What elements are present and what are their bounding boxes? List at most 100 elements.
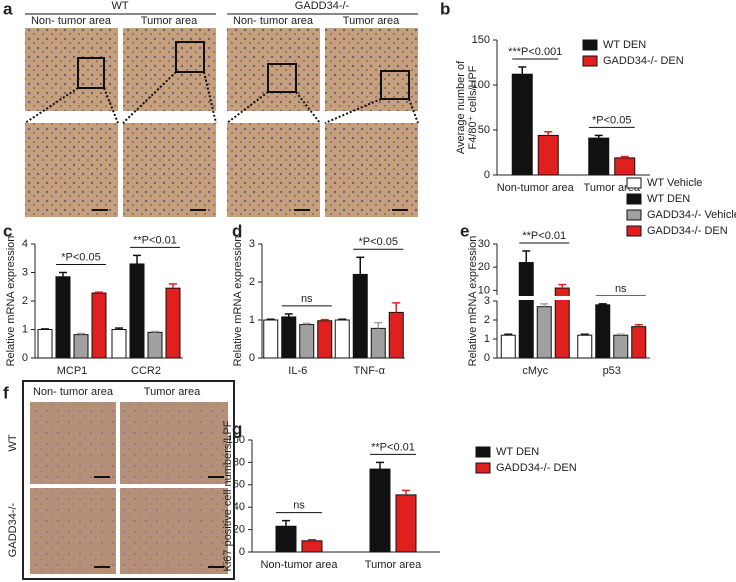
y-tick-label: 4 — [22, 238, 28, 250]
legend-label: WT DEN — [647, 193, 690, 205]
bar — [275, 525, 297, 553]
y-tick-label: 30 — [478, 238, 490, 250]
y-tick-label: 2 — [249, 276, 255, 288]
significance-label: *P<0.05 — [592, 114, 631, 126]
column-label: Non- tumor area — [233, 15, 314, 27]
panel-letter: a — [3, 0, 13, 18]
legend-swatch — [626, 193, 642, 205]
y-tick-label: 60 — [233, 479, 245, 491]
bar — [147, 331, 163, 359]
panel-letter: f — [3, 383, 9, 402]
column-label: Tumor area — [144, 386, 201, 398]
axis-break — [499, 296, 650, 300]
bar — [588, 137, 610, 176]
bar — [613, 334, 629, 359]
legend-label: WT DEN — [496, 446, 539, 458]
y-tick-label: 20 — [478, 261, 490, 273]
x-tick-label: IL-6 — [288, 365, 307, 377]
bar — [55, 276, 71, 359]
y-tick-label: 0 — [484, 169, 490, 181]
x-tick-label: p53 — [603, 365, 621, 377]
bar — [395, 494, 417, 553]
legend-swatch — [626, 225, 642, 237]
y-tick-label: 1 — [249, 314, 255, 326]
significance-label: **P<0.01 — [522, 230, 566, 242]
micrographs-a — [24, 13, 419, 217]
legend-label: GADD34-/- DEN — [496, 462, 577, 474]
bar — [317, 320, 333, 359]
x-tick-label: Tumor area — [365, 559, 422, 571]
panel-letter: d — [232, 221, 242, 240]
bar — [91, 292, 107, 359]
y-tick-label: 3 — [249, 238, 255, 250]
panel-letter: e — [460, 221, 469, 240]
column-label: Tumor area — [343, 15, 400, 27]
y-axis-label: Ki67 positive cell numbers/LPF — [222, 420, 234, 571]
bar — [165, 287, 181, 359]
y-tick-label: 80 — [233, 456, 245, 468]
y-tick-label: 1 — [22, 323, 28, 335]
y-tick-label: 100 — [472, 79, 490, 91]
row-label: WT — [7, 434, 19, 451]
column-label: Non- tumor area — [31, 15, 112, 27]
panel-letter: g — [232, 419, 242, 438]
significance-label: ns — [293, 500, 305, 512]
x-tick-label: CCR2 — [131, 365, 161, 377]
bar — [518, 262, 534, 359]
y-axis-label: Relative mRNA expression — [467, 236, 479, 367]
bar — [631, 326, 647, 359]
significance-label: **P<0.01 — [133, 234, 177, 246]
significance-label: ns — [615, 283, 627, 295]
y-tick-label: 0 — [249, 352, 255, 364]
x-tick-label: MCP1 — [57, 365, 88, 377]
bar — [511, 73, 533, 176]
y-axis-label: F4/80⁺ cells/HPF — [467, 65, 479, 149]
y-tick-label: 2 — [22, 295, 28, 307]
bar — [301, 540, 323, 553]
legend-swatch — [475, 446, 491, 458]
panel-letter: b — [440, 0, 450, 18]
bar — [334, 319, 350, 359]
y-tick-label: 150 — [472, 34, 490, 46]
micrographs-f — [22, 380, 235, 580]
legend-swatch — [582, 39, 598, 51]
x-tick-label: Non-tumor area — [260, 559, 338, 571]
group-label: WT — [111, 0, 128, 12]
bar — [352, 273, 368, 359]
bar — [299, 324, 315, 359]
y-tick-label: 3 — [22, 266, 28, 278]
y-axis-label: Average number of — [455, 60, 467, 154]
column-label: Non- tumor area — [33, 386, 114, 398]
legend-label: WT DEN — [603, 39, 646, 51]
legend-label: GADD34-/- DEN — [647, 225, 728, 237]
bar — [500, 334, 516, 359]
bar — [577, 334, 593, 359]
y-axis-label: Relative mRNA expression — [232, 236, 244, 367]
y-tick-label: 0 — [22, 352, 28, 364]
x-tick-label: cMyc — [522, 365, 548, 377]
bar — [614, 157, 636, 176]
bar — [37, 329, 53, 359]
column-label: Tumor area — [141, 15, 198, 27]
bar — [388, 311, 404, 359]
group-label: GADD34-/- — [295, 0, 350, 12]
panel-letter: c — [3, 221, 12, 240]
y-tick-label: 1 — [484, 333, 490, 345]
y-tick-label: 10 — [478, 284, 490, 296]
legend-label: WT Vehicle — [647, 177, 702, 189]
y-tick-label: 40 — [233, 501, 245, 513]
legend-label: GADD34-/- Vehicle — [647, 209, 736, 221]
legend-swatch — [626, 177, 642, 189]
y-tick-label: 0 — [239, 546, 245, 558]
significance-label: ns — [301, 293, 313, 305]
x-tick-label: TNF-α — [354, 365, 386, 377]
y-tick-label: 20 — [233, 524, 245, 536]
bar — [73, 334, 89, 359]
row-label: GADD34-/- — [7, 502, 19, 557]
bar — [263, 319, 279, 359]
bar — [370, 327, 386, 359]
y-tick-label: 50 — [478, 124, 490, 136]
bar — [281, 316, 297, 359]
y-tick-label: 3 — [484, 295, 490, 307]
